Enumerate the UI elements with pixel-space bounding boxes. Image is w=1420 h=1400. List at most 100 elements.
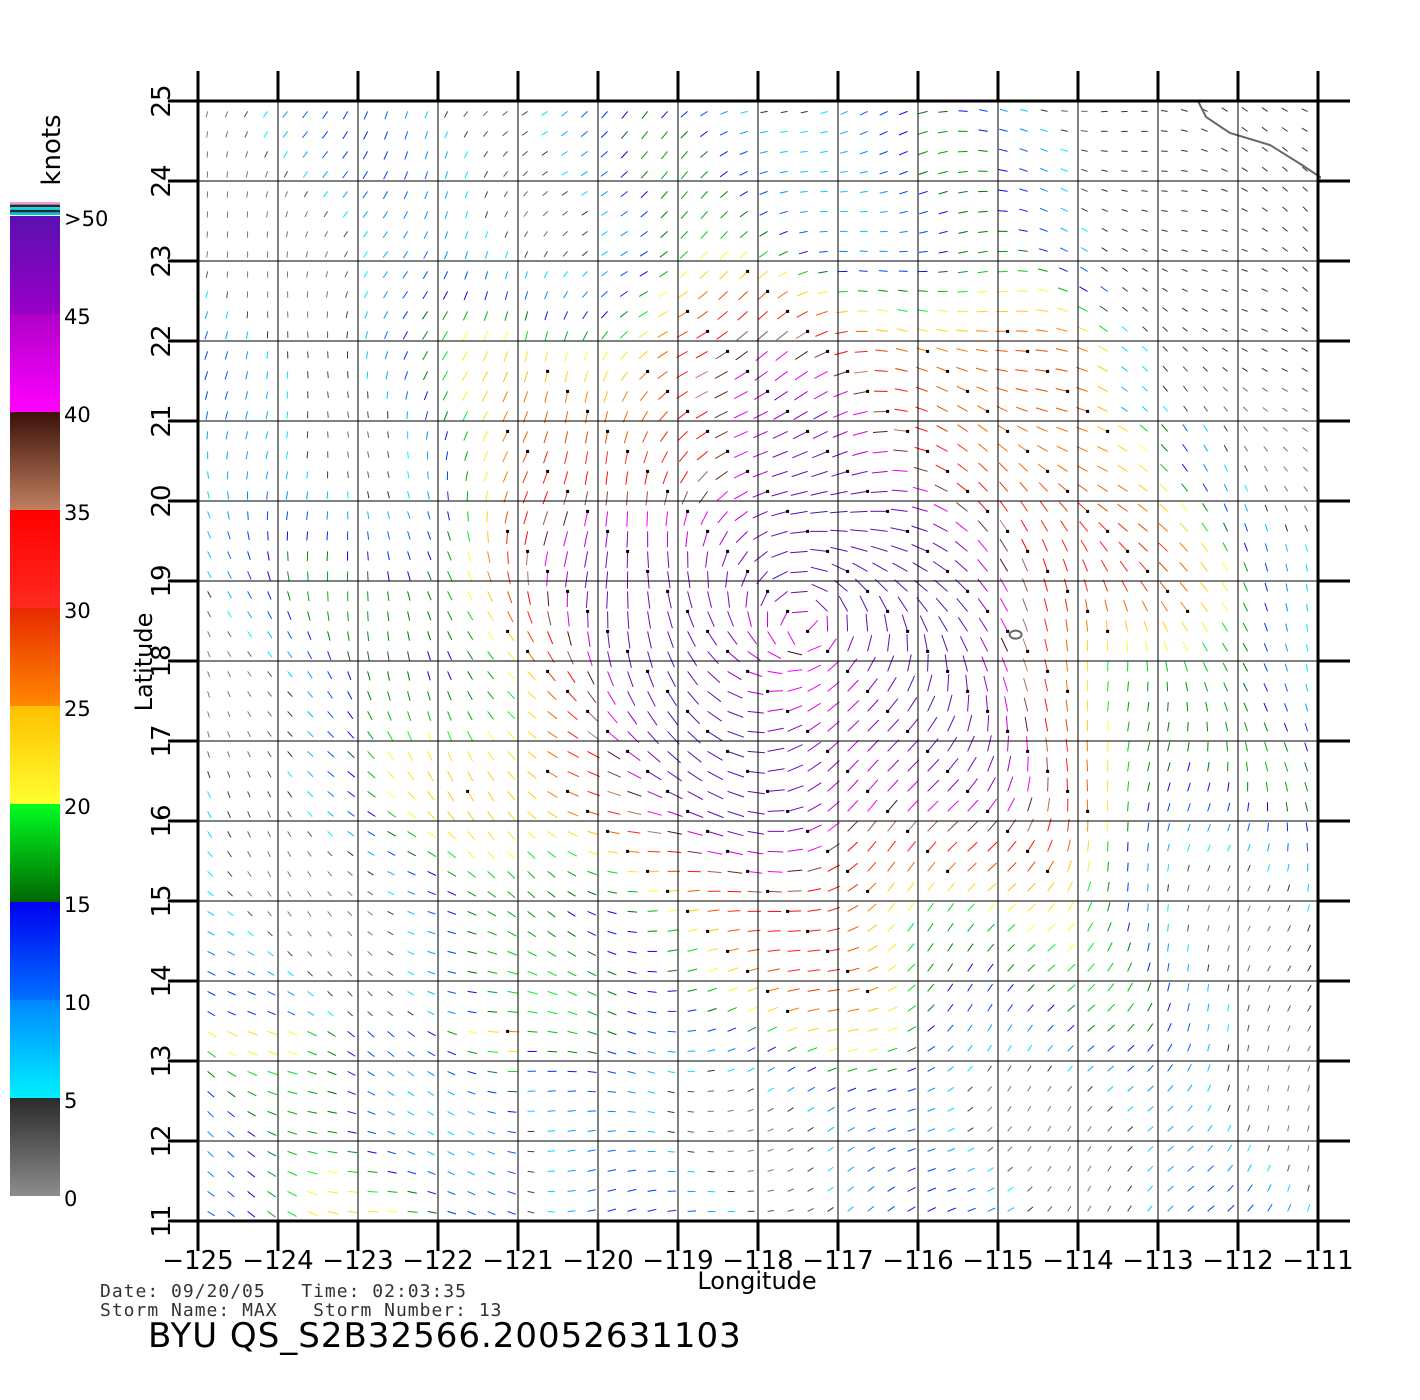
rain-flag-marker — [806, 529, 810, 533]
wind-vector — [947, 902, 955, 912]
wind-vector — [739, 210, 748, 218]
wind-vector — [427, 731, 432, 742]
wind-vector — [1225, 721, 1229, 732]
wind-vector — [1201, 229, 1208, 232]
wind-vector — [485, 251, 489, 259]
wind-vector — [327, 1090, 337, 1095]
wind-vector — [467, 950, 477, 955]
wind-vector — [1047, 1105, 1052, 1112]
wind-vector — [834, 350, 848, 356]
wind-vector — [345, 291, 349, 298]
rain-flag-marker — [1186, 609, 1190, 613]
wind-vector — [1004, 696, 1009, 712]
wind-vector — [487, 691, 494, 700]
wind-vector — [907, 1046, 917, 1052]
wind-vector — [727, 710, 744, 718]
wind-vector — [601, 111, 608, 119]
wind-vector — [1047, 944, 1056, 952]
wind-vector — [810, 490, 828, 496]
wind-vector — [667, 691, 678, 707]
wind-vector — [978, 481, 988, 492]
wind-vector — [1066, 778, 1069, 792]
wind-vector — [1305, 703, 1309, 712]
wind-vector — [976, 405, 988, 412]
wind-vector — [1060, 148, 1068, 152]
wind-vector — [890, 545, 908, 552]
wind-vector — [916, 597, 928, 612]
wind-vector — [367, 1011, 373, 1017]
wind-vector — [287, 971, 294, 977]
wind-vector — [447, 491, 449, 501]
wind-vector — [1204, 682, 1209, 692]
wind-vector — [938, 190, 948, 195]
wind-vector — [407, 711, 412, 721]
wind-vector — [487, 671, 494, 680]
x-tick-label: −120 — [562, 1246, 633, 1276]
wind-vector — [1127, 801, 1129, 812]
wind-vector — [227, 970, 236, 976]
wind-vector — [467, 631, 474, 640]
wind-vector — [1181, 170, 1188, 172]
wind-vector — [733, 390, 748, 400]
wind-vector — [367, 971, 373, 977]
wind-vector — [266, 351, 269, 359]
wind-vector — [967, 883, 976, 892]
wind-vector — [563, 291, 569, 299]
wind-vector — [1026, 736, 1029, 752]
wind-vector — [795, 350, 808, 360]
wind-vector — [987, 735, 992, 752]
wind-vector — [867, 903, 877, 912]
wind-vector — [444, 251, 449, 260]
wind-vector — [343, 251, 349, 258]
wind-vector — [365, 331, 369, 339]
y-axis-label: Latitude — [130, 613, 158, 712]
wind-vector — [752, 510, 768, 519]
wind-vector — [521, 130, 528, 136]
wind-vector — [286, 251, 289, 258]
wind-vector — [287, 1190, 298, 1197]
wind-vector — [780, 110, 788, 114]
wind-vector — [1117, 445, 1128, 452]
wind-vector — [427, 551, 432, 561]
wind-vector — [867, 1205, 875, 1212]
wind-vector — [1158, 542, 1168, 552]
wind-vector — [367, 790, 376, 798]
wind-vector — [1161, 424, 1168, 432]
wind-vector — [587, 970, 597, 977]
wind-vector — [967, 923, 975, 932]
time-label: Time: — [301, 1281, 361, 1302]
wind-vector — [447, 870, 457, 877]
wind-vector — [1267, 843, 1270, 852]
wind-vector — [1223, 682, 1229, 692]
wind-vector — [1035, 349, 1048, 352]
wind-vector — [911, 544, 928, 552]
wind-vector — [667, 731, 680, 745]
wind-vector — [794, 370, 808, 381]
x-tick-label: −123 — [322, 1246, 393, 1276]
wind-vector — [1247, 1144, 1251, 1152]
y-tick-label: 19 — [147, 564, 177, 597]
wind-vector — [427, 950, 436, 955]
wind-vector — [521, 110, 528, 116]
wind-vector — [287, 671, 293, 678]
wind-vector — [363, 251, 369, 258]
wind-vector — [1127, 741, 1130, 752]
wind-vector — [807, 1066, 817, 1072]
wind-vector — [1147, 1085, 1154, 1092]
wind-vector — [505, 271, 509, 280]
wind-vector — [302, 151, 308, 158]
colorbar-unit-label: knots — [37, 114, 67, 185]
wind-vector — [867, 1186, 875, 1192]
wind-vector — [287, 951, 293, 957]
wind-vector — [1221, 249, 1228, 252]
wind-vector — [832, 430, 848, 438]
wind-vector — [422, 311, 429, 320]
wind-vector — [852, 430, 868, 436]
wind-vector — [1187, 884, 1190, 892]
wind-vector — [947, 1024, 954, 1032]
wind-vector — [1261, 268, 1268, 272]
wind-vector — [407, 811, 417, 819]
wind-vector — [1047, 797, 1051, 812]
rain-flag-marker — [926, 749, 930, 753]
wind-vector — [466, 491, 469, 502]
